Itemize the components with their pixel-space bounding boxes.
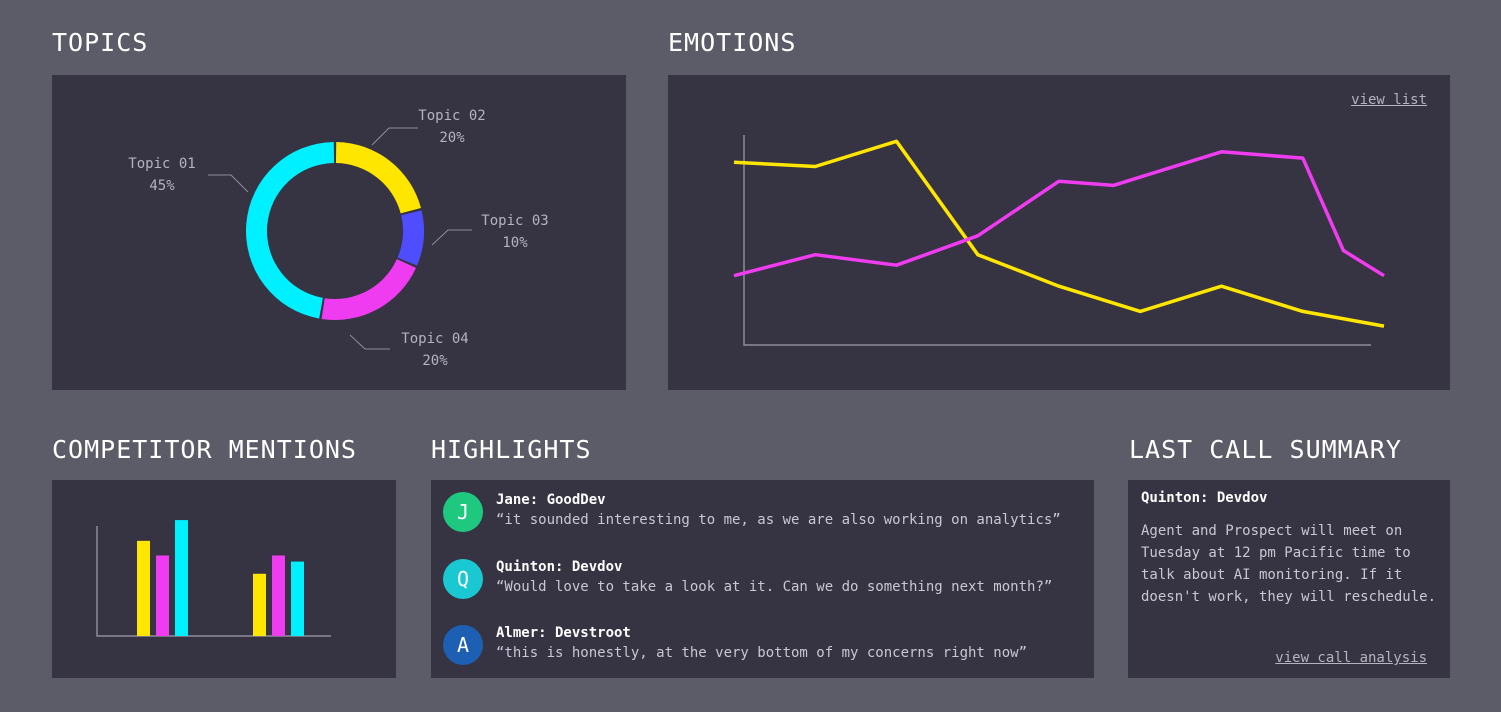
topic-percent-label: 45% [149,178,175,194]
emotion-series-line [733,139,1385,328]
emotions-line-chart [733,135,1385,346]
leader-line [208,174,249,193]
competitors-title: COMPETITOR MENTIONS [52,435,357,464]
competitor-bar [272,555,285,636]
view-call-analysis-link[interactable]: view call analysis [1275,650,1427,666]
donut-slice [397,210,424,266]
highlights-panel: J Jane: GoodDev “it sounded interesting … [431,480,1094,678]
competitor-bar [253,573,266,636]
highlight-speaker: Almer: Devstroot [496,625,631,641]
topic-name-label: Topic 03 [481,213,548,229]
highlight-speaker: Quinton: Devdov [496,559,623,575]
emotion-series-line [733,150,1385,278]
topics-title: TOPICS [52,28,149,57]
chart-axis [743,135,1371,346]
competitor-bar-chart [96,520,331,637]
summary-text: Agent and Prospect will meet on Tuesday … [1141,523,1437,605]
emotions-title: EMOTIONS [668,28,797,57]
leader-line [431,229,472,246]
donut-slice [321,259,416,320]
competitor-bar [156,555,169,636]
summary-title: LAST CALL SUMMARY [1129,435,1402,464]
avatar: J [443,492,483,532]
highlights-title: HIGHLIGHTS [431,435,592,464]
summary-panel: Quinton: Devdov Agent and Prospect will … [1128,480,1450,678]
competitor-bar [175,520,188,636]
topics-panel: Topic 01 45% Topic 02 20% Topic 03 10% Topic 0… [52,75,626,390]
competitor-bar [137,540,150,636]
topic-percent-label: 20% [422,353,448,369]
highlight-quote: “Would love to take a look at it. Can we… [496,579,1053,595]
topic-percent-label: 10% [502,235,528,251]
summary-contact-name: Quinton: Devdov [1141,490,1268,506]
topics-donut-chart: Topic 01 45% Topic 02 20% Topic 03 10% Topic 0… [128,108,548,369]
topic-percent-label: 20% [439,130,465,146]
leader-line [371,127,418,146]
donut-slice [335,142,421,214]
leader-line [349,334,390,350]
highlight-quote: “this is honestly, at the very bottom of… [496,645,1028,661]
avatar: A [443,625,483,665]
highlight-speaker: Jane: GoodDev [496,492,606,508]
competitor-bar [291,561,304,636]
view-list-link[interactable]: view list [1351,92,1427,108]
emotions-panel: view list [668,75,1450,390]
donut-slice [245,142,335,319]
competitors-panel [52,480,396,678]
avatar: Q [443,559,483,599]
highlight-quote: “it sounded interesting to me, as we are… [496,512,1061,528]
topic-name-label: Topic 01 [128,156,195,172]
topic-name-label: Topic 02 [418,108,485,124]
topic-name-label: Topic 04 [401,331,468,347]
